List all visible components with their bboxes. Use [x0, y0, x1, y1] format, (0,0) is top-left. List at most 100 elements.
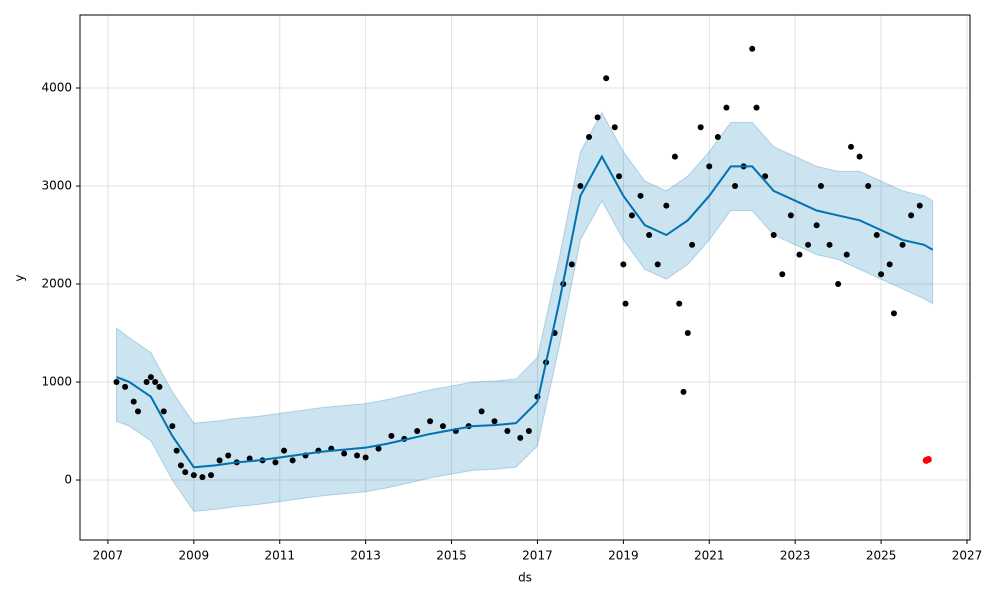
observed-point	[362, 454, 369, 461]
observed-point	[890, 310, 897, 317]
observed-point	[723, 104, 730, 111]
observed-point	[770, 232, 777, 239]
observed-point	[246, 455, 253, 462]
observed-point	[491, 418, 498, 425]
observed-point	[787, 212, 794, 219]
observed-point	[762, 173, 769, 180]
plot-frame	[79, 14, 971, 541]
uncertainty-band	[116, 111, 934, 512]
observed-point	[414, 428, 421, 435]
observed-point	[427, 418, 434, 425]
observed-point	[873, 232, 880, 239]
observed-point	[289, 457, 296, 464]
observed-point	[177, 462, 184, 469]
x-tick-label: 2007	[93, 549, 124, 563]
observed-point	[216, 457, 223, 464]
y-tick-label: 3000	[41, 179, 72, 193]
observed-point	[714, 134, 721, 141]
observed-point	[646, 232, 653, 239]
observed-point	[388, 432, 395, 439]
observed-point	[826, 241, 833, 248]
observed-point	[225, 452, 232, 459]
observed-point	[439, 423, 446, 430]
observed-point	[504, 428, 511, 435]
observed-point	[813, 222, 820, 229]
observed-point	[586, 134, 593, 141]
observed-point	[865, 183, 872, 190]
observed-point	[916, 202, 923, 209]
observed-point	[796, 251, 803, 258]
x-tick-label: 2011	[264, 549, 295, 563]
observed-point	[147, 374, 154, 381]
observed-point	[899, 241, 906, 248]
observed-point	[689, 241, 696, 248]
observed-point	[779, 271, 786, 278]
observed-point	[603, 75, 610, 82]
observed-point	[732, 183, 739, 190]
x-tick-label: 2027	[952, 549, 983, 563]
x-tick-label: 2009	[179, 549, 210, 563]
observed-point	[568, 261, 575, 268]
observed-point	[753, 104, 760, 111]
future-point	[924, 455, 932, 463]
observed-point	[611, 124, 618, 131]
y-tick-label: 0	[64, 473, 72, 487]
observed-point	[517, 434, 524, 441]
observed-point	[671, 153, 678, 160]
observed-point	[628, 212, 635, 219]
observed-point	[208, 472, 215, 479]
observed-point	[525, 428, 532, 435]
observed-point	[160, 408, 167, 415]
observed-point	[152, 379, 159, 386]
observed-point	[697, 124, 704, 131]
observed-point	[620, 261, 627, 268]
y-tick-label: 1000	[41, 375, 72, 389]
observed-point	[835, 281, 842, 288]
observed-point	[341, 450, 348, 457]
observed-point	[622, 300, 629, 307]
observed-point	[122, 383, 129, 390]
observed-point	[577, 183, 584, 190]
observed-point	[637, 192, 644, 199]
observed-point	[354, 452, 361, 459]
observed-point	[272, 459, 279, 466]
y-tick-label: 4000	[41, 81, 72, 95]
forecast-line	[116, 154, 934, 469]
observed-point	[856, 153, 863, 160]
observed-point	[749, 45, 756, 52]
observed-point	[654, 261, 661, 268]
observed-point	[143, 379, 150, 386]
observed-point	[878, 271, 885, 278]
observed-point	[375, 445, 382, 452]
x-tick-label: 2021	[694, 549, 725, 563]
y-tick-label: 2000	[41, 277, 72, 291]
observed-point	[817, 183, 824, 190]
x-tick-label: 2017	[522, 549, 553, 563]
observed-point	[684, 330, 691, 337]
x-tick-label: 2023	[780, 549, 811, 563]
observed-point	[908, 212, 915, 219]
y-axis-label: y	[13, 274, 27, 281]
observed-point	[843, 251, 850, 258]
x-axis-label: ds	[518, 571, 532, 585]
observed-point	[680, 388, 687, 395]
observed-point	[134, 408, 141, 415]
observed-point	[190, 472, 197, 479]
observed-point	[113, 379, 120, 386]
x-tick-label: 2019	[608, 549, 639, 563]
x-tick-label: 2025	[866, 549, 897, 563]
observed-point	[706, 163, 713, 170]
observed-point	[663, 202, 670, 209]
observed-point	[169, 423, 176, 430]
observed-point	[886, 261, 893, 268]
observed-point	[156, 383, 163, 390]
observed-point	[182, 469, 189, 476]
observed-point	[848, 143, 855, 150]
x-tick-label: 2013	[350, 549, 381, 563]
x-tick-label: 2015	[436, 549, 467, 563]
observed-point	[676, 300, 683, 307]
observed-point	[594, 114, 601, 121]
observed-point	[616, 173, 623, 180]
observed-point	[130, 398, 137, 405]
